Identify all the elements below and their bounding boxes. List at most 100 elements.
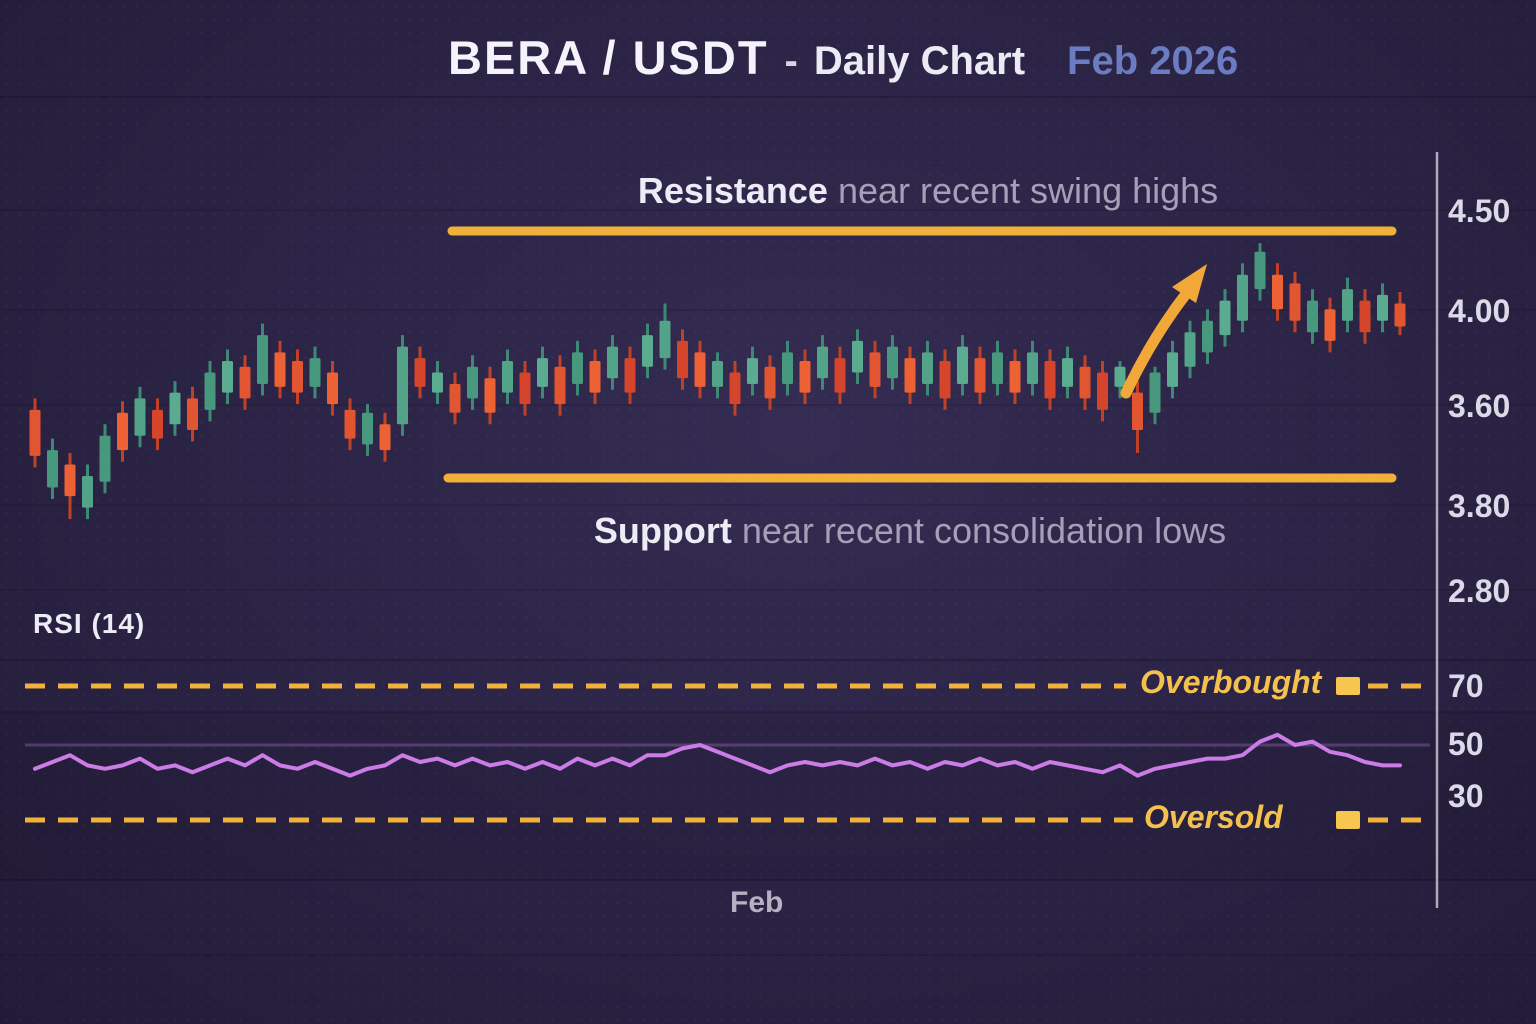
bull-candle bbox=[467, 366, 478, 399]
bull-candle bbox=[309, 358, 321, 387]
bull-candle bbox=[1167, 352, 1178, 387]
bear-candle bbox=[1289, 283, 1301, 321]
bull-candle bbox=[362, 412, 373, 445]
bear-candle bbox=[519, 372, 531, 405]
bear-candle bbox=[29, 409, 41, 456]
rsi-indicator-label: RSI (14) bbox=[33, 608, 146, 639]
bear-candle bbox=[239, 366, 251, 399]
support-annotation-text: near recent consolidation lows bbox=[731, 510, 1227, 551]
bear-candle bbox=[187, 398, 198, 430]
bull-candle bbox=[1114, 366, 1126, 387]
bull-candle bbox=[1027, 352, 1038, 384]
bull-candle bbox=[747, 358, 758, 384]
bull-candle bbox=[222, 361, 233, 393]
bull-candle bbox=[1149, 372, 1161, 413]
bear-candle bbox=[1097, 372, 1108, 410]
bull-candle bbox=[782, 352, 793, 384]
rsi-band bbox=[0, 712, 1536, 880]
chart-header: BERA / USDT - Daily Chart Feb 2026 bbox=[448, 30, 1238, 85]
oversold-label: Oversold bbox=[1144, 799, 1283, 835]
price-axis-tick: 4.50 bbox=[1448, 193, 1511, 229]
bear-candle bbox=[869, 352, 881, 387]
bull-candle bbox=[397, 346, 408, 425]
price-axis-tick: 4.00 bbox=[1448, 293, 1511, 329]
bear-candle bbox=[694, 352, 706, 387]
bear-candle bbox=[152, 409, 163, 439]
oversold-marker bbox=[1336, 811, 1360, 829]
date-label: Feb 2026 bbox=[1067, 39, 1239, 83]
bull-candle bbox=[432, 372, 443, 393]
bear-candle bbox=[449, 384, 461, 413]
bear-candle bbox=[292, 361, 303, 393]
overbought-label: Overbought bbox=[1140, 664, 1322, 700]
pair-title: BERA / USDT bbox=[448, 31, 769, 84]
bull-candle bbox=[607, 346, 618, 379]
bull-candle bbox=[992, 352, 1003, 384]
rsi-axis-tick: 70 bbox=[1448, 668, 1484, 704]
bull-candle bbox=[82, 476, 93, 508]
bear-candle bbox=[1132, 392, 1143, 430]
bull-candle bbox=[1377, 294, 1388, 321]
bear-candle bbox=[1394, 303, 1406, 327]
bear-candle bbox=[974, 358, 986, 393]
bull-candle bbox=[537, 358, 548, 387]
bear-candle bbox=[64, 464, 76, 497]
bull-candle bbox=[1307, 300, 1318, 333]
price-axis-tick: 3.80 bbox=[1448, 488, 1511, 524]
bull-candle bbox=[922, 352, 933, 384]
bull-candle bbox=[99, 435, 111, 482]
bull-candle bbox=[1342, 289, 1353, 321]
bull-candle bbox=[957, 346, 968, 384]
rsi-axis-tick: 30 bbox=[1448, 778, 1484, 814]
bear-candle bbox=[1272, 274, 1283, 310]
bear-candle bbox=[379, 424, 391, 451]
price-axis-tick: 2.80 bbox=[1448, 573, 1511, 609]
bear-candle bbox=[799, 361, 811, 393]
bear-candle bbox=[834, 358, 846, 393]
bear-candle bbox=[1079, 366, 1091, 399]
bear-candle bbox=[1044, 361, 1056, 399]
breakout-arrow bbox=[1120, 288, 1192, 399]
bull-candle bbox=[1237, 274, 1248, 321]
bear-candle bbox=[1324, 309, 1336, 341]
bull-candle bbox=[817, 346, 828, 379]
bull-candle bbox=[852, 340, 863, 373]
price-axis-tick: 3.60 bbox=[1448, 388, 1511, 424]
bear-candle bbox=[1359, 300, 1371, 333]
overbought-marker bbox=[1336, 677, 1360, 695]
bear-candle bbox=[764, 366, 776, 399]
bull-candle bbox=[1184, 332, 1196, 367]
bull-candle bbox=[572, 352, 583, 384]
bull-candle bbox=[659, 320, 671, 359]
bull-candle bbox=[204, 372, 216, 410]
support-annotation: Support near recent consolidation lows bbox=[594, 510, 1226, 552]
timeframe-title: Daily Chart bbox=[813, 39, 1026, 83]
resistance-annotation: Resistance near recent swing highs bbox=[638, 170, 1218, 212]
title-dash: - bbox=[784, 39, 798, 83]
bear-candle bbox=[1009, 361, 1021, 393]
bear-candle bbox=[414, 358, 426, 387]
bull-candle bbox=[887, 346, 898, 379]
bear-candle bbox=[677, 340, 688, 379]
bull-candle bbox=[1254, 251, 1266, 290]
support-annotation-keyword: Support bbox=[593, 510, 732, 551]
bull-candle bbox=[134, 398, 146, 436]
bear-candle bbox=[327, 372, 338, 405]
bull-candle bbox=[642, 335, 653, 367]
bull-candle bbox=[502, 361, 513, 393]
x-axis-label: Feb bbox=[730, 886, 784, 919]
bear-candle bbox=[624, 358, 636, 393]
bear-candle bbox=[904, 358, 916, 393]
resistance-annotation-text: near recent swing highs bbox=[827, 170, 1219, 211]
resistance-annotation-keyword: Resistance bbox=[637, 170, 828, 211]
bear-candle bbox=[484, 378, 496, 413]
bear-candle bbox=[274, 352, 286, 387]
bull-candle bbox=[169, 392, 181, 425]
rsi-axis-tick: 50 bbox=[1448, 726, 1484, 762]
bear-candle bbox=[554, 366, 566, 405]
bear-candle bbox=[589, 361, 601, 393]
bull-candle bbox=[1219, 300, 1231, 336]
bull-candle bbox=[1202, 320, 1213, 353]
